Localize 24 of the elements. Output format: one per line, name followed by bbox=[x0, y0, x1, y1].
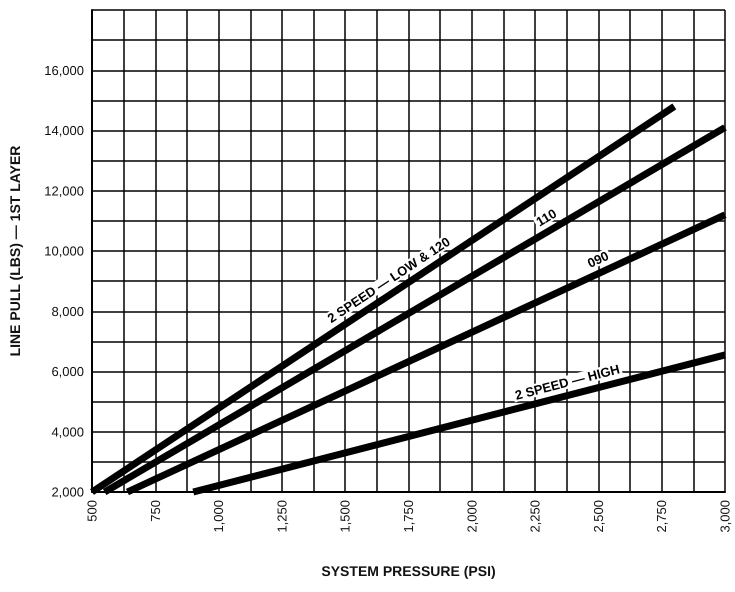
x-tick-label: 1,500 bbox=[338, 500, 353, 533]
y-tick-label: 12,000 bbox=[44, 183, 84, 198]
x-tick-label: 500 bbox=[84, 500, 100, 522]
y-tick-label: 14,000 bbox=[44, 123, 84, 138]
x-tick-label: 1,000 bbox=[211, 500, 226, 533]
x-tick-label: 750 bbox=[148, 500, 163, 522]
annotation: 2 SPEED — HIGH bbox=[513, 361, 622, 403]
x-tick-label: 1,250 bbox=[274, 500, 290, 533]
x-tick-label: 3,000 bbox=[718, 500, 732, 533]
x-tick-label: 2,500 bbox=[590, 500, 606, 533]
x-tick-label: 1,750 bbox=[401, 500, 416, 533]
x-axis-title: SYSTEM PRESSURE (PSI) bbox=[321, 563, 496, 579]
x-tick-label: 2,250 bbox=[528, 500, 543, 533]
x-tick-label: 2,000 bbox=[464, 500, 480, 533]
x-tick-label: 2,750 bbox=[654, 500, 670, 533]
y-tick-label: 6,000 bbox=[51, 364, 84, 379]
y-tick-label: 16,000 bbox=[44, 62, 84, 78]
annotation: 110 bbox=[533, 206, 560, 230]
y-tick-label: 2,000 bbox=[51, 484, 84, 500]
y-axis-title: LINE PULL (LBS) — 1ST LAYER bbox=[7, 146, 23, 356]
y-tick-label: 4,000 bbox=[51, 424, 84, 440]
y-tick-label: 8,000 bbox=[51, 304, 84, 319]
annotation: 090 bbox=[585, 248, 611, 271]
y-tick-label: 10,000 bbox=[44, 244, 84, 258]
